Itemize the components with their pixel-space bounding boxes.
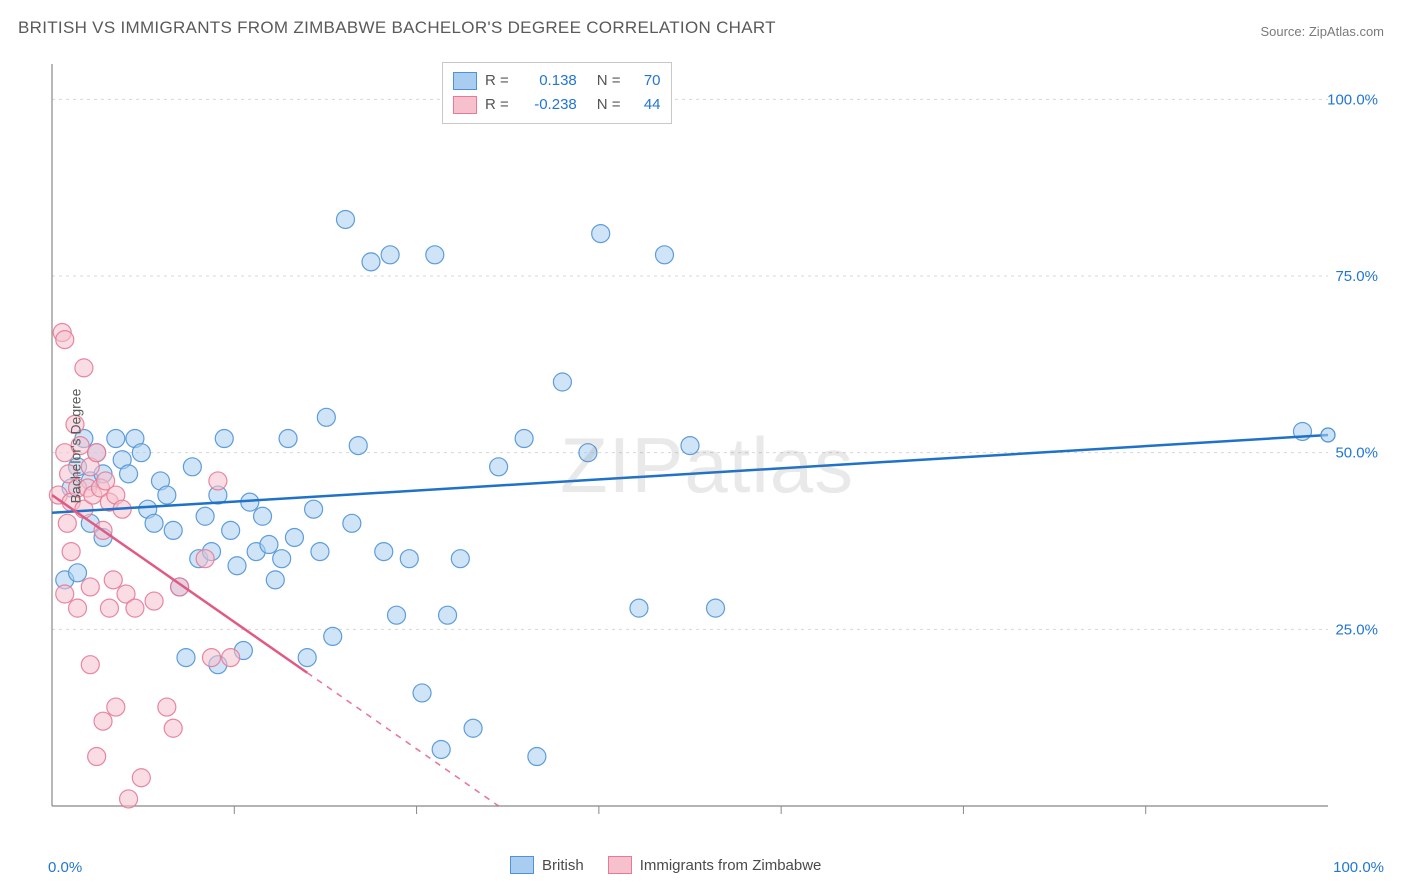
y-axis-label: Bachelor's Degree [67, 389, 83, 504]
r-label: R = [485, 69, 509, 93]
series-swatch [453, 96, 477, 114]
legend-label: Immigrants from Zimbabwe [640, 857, 822, 874]
svg-text:25.0%: 25.0% [1335, 621, 1378, 638]
stats-legend-box: R = 0.138 N = 70 R = -0.238 N = 44 [442, 62, 672, 124]
n-label: N = [597, 69, 621, 93]
x-axis-min-label: 0.0% [48, 859, 82, 876]
plot-area: 25.0% 50.0% 75.0% 100.0% [48, 56, 1384, 836]
chart-title: BRITISH VS IMMIGRANTS FROM ZIMBABWE BACH… [18, 18, 776, 38]
scatter-chart: 25.0% 50.0% 75.0% 100.0% [48, 56, 1384, 836]
r-value: -0.238 [517, 93, 577, 117]
series-legend: British Immigrants from Zimbabwe [510, 856, 821, 874]
source-label: Source: ZipAtlas.com [1260, 24, 1384, 39]
series-swatch [453, 72, 477, 90]
n-value: 70 [629, 69, 661, 93]
x-axis-max-label: 100.0% [1333, 859, 1384, 876]
legend-item: British [510, 856, 584, 874]
svg-text:75.0%: 75.0% [1335, 268, 1378, 285]
stats-row: R = -0.238 N = 44 [453, 93, 661, 117]
r-value: 0.138 [517, 69, 577, 93]
n-value: 44 [629, 93, 661, 117]
legend-item: Immigrants from Zimbabwe [608, 856, 822, 874]
legend-label: British [542, 857, 584, 874]
legend-swatch [608, 856, 632, 874]
svg-text:50.0%: 50.0% [1335, 445, 1378, 462]
stats-row: R = 0.138 N = 70 [453, 69, 661, 93]
legend-swatch [510, 856, 534, 874]
svg-text:100.0%: 100.0% [1327, 91, 1378, 108]
r-label: R = [485, 93, 509, 117]
n-label: N = [597, 93, 621, 117]
